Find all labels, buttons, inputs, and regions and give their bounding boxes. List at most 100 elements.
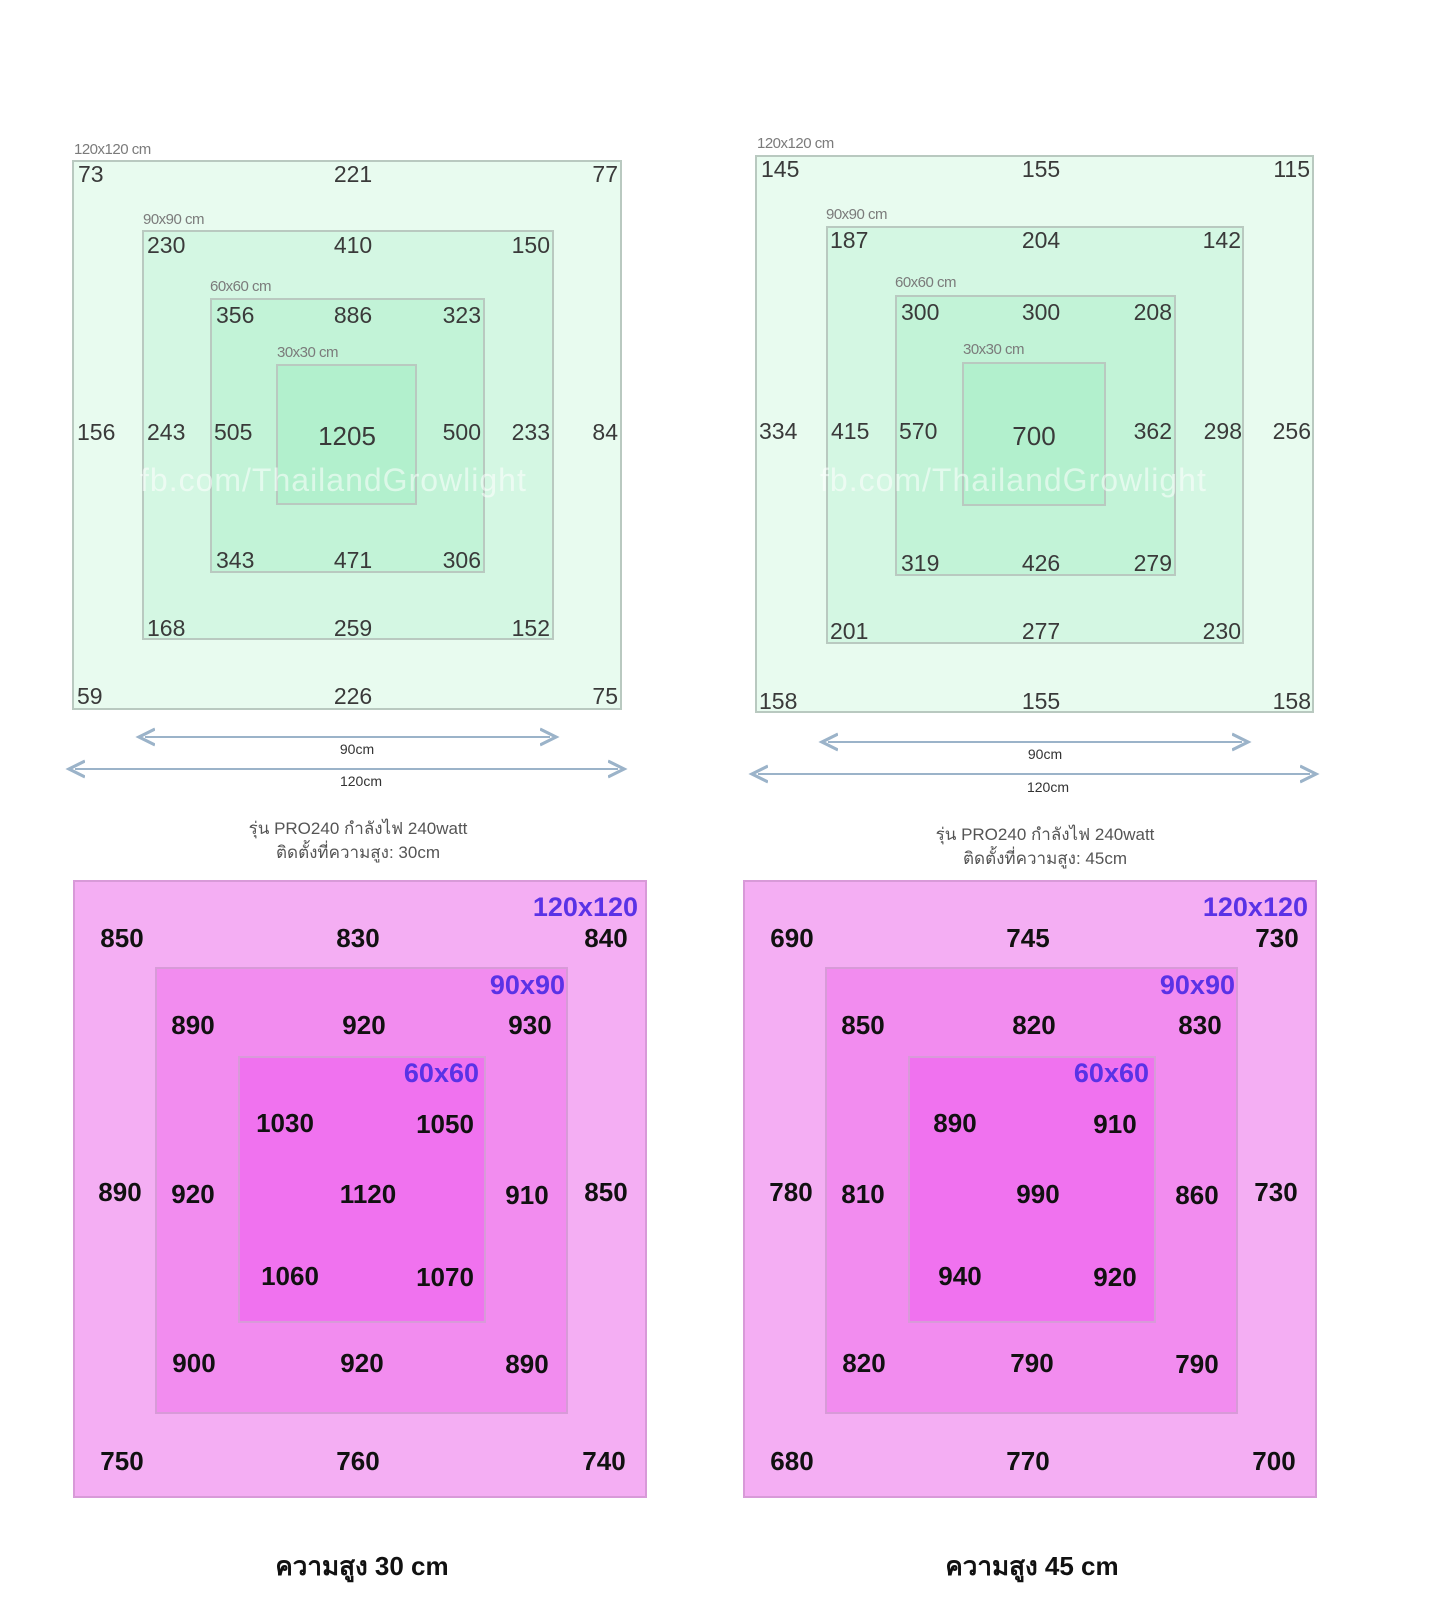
value-outer-bottom-right: 700	[1252, 1446, 1296, 1476]
value-center: 700	[1012, 421, 1056, 451]
value-outer-mid-left: 334	[759, 418, 798, 444]
model-caption: รุ่น PRO240 กำลังไฟ 240watt ติดตั้งที่คว…	[249, 817, 468, 865]
value-60-bottom-mid: 471	[333, 547, 373, 573]
value-90-bottom-mid: 259	[333, 615, 373, 641]
pink-diagram-30cm: 120x120 90x90 60x60 850 830 840 890 850 …	[0, 870, 715, 1621]
value-90-top-right: 142	[1202, 227, 1241, 253]
value-outer-bottom-mid: 770	[1006, 1446, 1050, 1476]
value-60-center: 990	[1016, 1179, 1060, 1209]
value-60-top-right: 910	[1093, 1109, 1137, 1139]
value-outer-top-left: 690	[770, 923, 814, 953]
value-60-bottom-left: 1060	[261, 1261, 319, 1291]
value-outer-bottom-right: 158	[1272, 688, 1311, 714]
value-outer-top-left: 145	[761, 156, 800, 182]
value-outer-top-left: 73	[78, 161, 104, 187]
value-90-mid-right: 910	[505, 1180, 549, 1210]
dimension-90cm: 90cm	[339, 741, 375, 757]
value-90-bottom-left: 900	[172, 1348, 216, 1378]
value-90-top-right: 150	[511, 232, 550, 258]
value-90-bottom-mid: 920	[340, 1348, 384, 1378]
value-90-top-mid: 820	[1012, 1010, 1056, 1040]
value-outer-top-mid: 830	[336, 923, 380, 953]
value-60-top-mid: 886	[333, 302, 373, 328]
label-30x30: 30x30 cm	[277, 344, 339, 361]
model-caption: รุ่น PRO240 กำลังไฟ 240watt ติดตั้งที่คว…	[936, 823, 1155, 871]
value-90-mid-right: 233	[511, 419, 550, 445]
dimension-120cm: 120cm	[339, 773, 383, 789]
dimension-arrows	[0, 0, 1430, 800]
value-90-top-mid: 204	[1021, 227, 1061, 253]
value-60-bottom-mid: 426	[1021, 550, 1061, 576]
value-90-mid-right: 298	[1203, 418, 1242, 444]
value-90-bottom-mid: 790	[1010, 1348, 1054, 1378]
label-60x60: 60x60	[1073, 1058, 1149, 1088]
watermark: fb.com/ThailandGrowlight	[820, 462, 1207, 498]
value-outer-bottom-mid: 155	[1021, 688, 1061, 714]
value-90-bottom-right: 890	[505, 1349, 549, 1379]
label-120x120: 120x120	[1202, 892, 1308, 922]
value-60-bottom-right: 1070	[416, 1262, 474, 1292]
value-90-top-left: 230	[147, 232, 186, 258]
dimension-120cm: 120cm	[1026, 779, 1070, 795]
value-90-mid-left: 415	[831, 418, 870, 444]
label-60x60: 60x60	[403, 1058, 479, 1088]
value-outer-bottom-left: 750	[100, 1446, 144, 1476]
value-outer-bottom-left: 59	[77, 683, 103, 709]
value-outer-mid-left: 156	[77, 419, 116, 445]
label-90x90: 90x90	[1159, 970, 1235, 1000]
value-90-bottom-mid: 277	[1021, 618, 1061, 644]
value-90-bottom-left: 820	[842, 1348, 886, 1378]
value-90-mid-right: 860	[1175, 1180, 1219, 1210]
green-diagram-30cm: 120x120 cm 90x90 cm 60x60 cm 30x30 cm fb…	[0, 0, 715, 862]
value-outer-top-mid: 221	[333, 161, 373, 187]
value-60-bottom-right: 279	[1133, 550, 1172, 576]
value-90-bottom-left: 201	[830, 618, 869, 644]
value-60-mid-left: 570	[899, 418, 938, 444]
value-60-bottom-left: 940	[938, 1261, 982, 1291]
value-outer-bottom-left: 680	[770, 1446, 814, 1476]
value-center: 1205	[318, 421, 376, 451]
height-heading: ความสูง 45 cm	[945, 1551, 1119, 1581]
caption-line-model: รุ่น PRO240 กำลังไฟ 240watt	[935, 825, 1155, 844]
value-60-mid-right: 500	[442, 419, 481, 445]
caption-line-model: รุ่น PRO240 กำลังไฟ 240watt	[248, 819, 468, 838]
value-60-top-left: 890	[933, 1108, 977, 1138]
value-60-top-right: 208	[1133, 299, 1172, 325]
value-90-top-mid: 920	[342, 1010, 386, 1040]
value-outer-bottom-right: 740	[582, 1446, 626, 1476]
zone-60x60	[908, 1056, 1156, 1323]
value-90-mid-left: 810	[841, 1179, 885, 1209]
value-outer-top-right: 840	[584, 923, 628, 953]
value-60-top-left: 356	[216, 302, 255, 328]
value-90-top-left: 850	[841, 1010, 885, 1040]
value-outer-mid-right: 730	[1254, 1177, 1298, 1207]
value-outer-mid-left: 780	[769, 1177, 813, 1207]
label-120x120: 120x120 cm	[757, 135, 834, 152]
value-60-bottom-left: 343	[216, 547, 255, 573]
green-diagram-45cm: 120x120 cm 90x90 cm 60x60 cm 30x30 cm fb…	[0, 0, 1430, 871]
label-120x120: 120x120	[532, 892, 638, 922]
value-90-top-right: 830	[1178, 1010, 1222, 1040]
value-90-bottom-right: 790	[1175, 1349, 1219, 1379]
watermark: fb.com/ThailandGrowlight	[140, 462, 527, 498]
value-outer-top-right: 115	[1273, 156, 1310, 182]
value-90-mid-left: 243	[147, 419, 186, 445]
value-outer-bottom-right: 75	[592, 683, 618, 709]
value-outer-bottom-mid: 760	[336, 1446, 380, 1476]
label-60x60: 60x60 cm	[210, 278, 272, 295]
height-heading: ความสูง 30 cm	[275, 1551, 449, 1581]
label-30x30: 30x30 cm	[963, 341, 1025, 358]
value-60-mid-left: 505	[214, 419, 253, 445]
label-90x90: 90x90	[489, 970, 565, 1000]
value-outer-top-right: 730	[1255, 923, 1299, 953]
label-120x120: 120x120 cm	[74, 141, 151, 158]
value-60-bottom-left: 319	[901, 550, 940, 576]
value-60-mid-right: 362	[1133, 418, 1172, 444]
value-outer-top-left: 850	[100, 923, 144, 953]
value-60-top-right: 1050	[416, 1109, 474, 1139]
value-90-top-right: 930	[508, 1010, 552, 1040]
dimension-90cm: 90cm	[1027, 746, 1063, 762]
value-outer-mid-right: 84	[592, 419, 618, 445]
dimension-arrows	[0, 0, 715, 800]
label-90x90: 90x90 cm	[826, 206, 888, 223]
